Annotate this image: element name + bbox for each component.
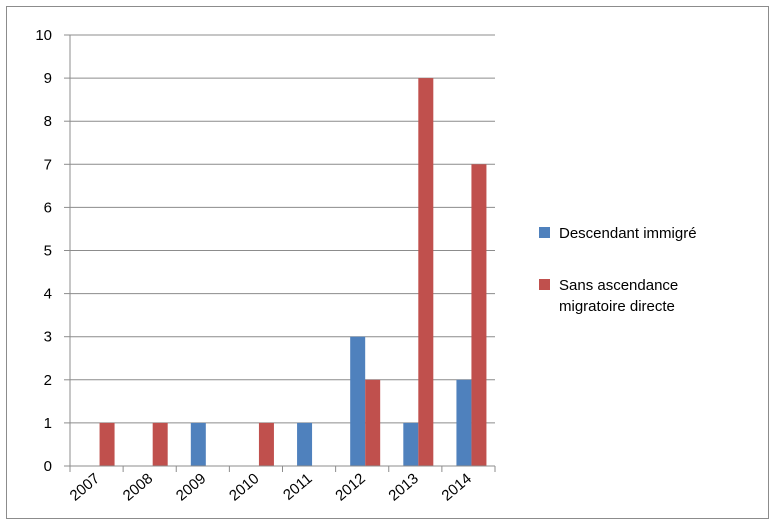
legend-label-sans-ascendance: Sans ascendance migratoire directe	[559, 277, 678, 315]
bar-sans-ascendance-2012	[365, 379, 381, 466]
x-tick-label-2008: 2008	[120, 470, 156, 504]
axes	[64, 34, 496, 472]
y-tick-label-4: 4	[44, 286, 52, 303]
x-tick-label-2010: 2010	[226, 470, 262, 504]
y-tick-label-8: 8	[44, 113, 52, 130]
y-axis-ticks: 0 1 2 3 4 5 6 7 8 9 10	[35, 27, 52, 475]
y-tick-label-3: 3	[44, 329, 52, 346]
y-tick-label-1: 1	[44, 415, 52, 432]
bar-sans-ascendance-2013	[418, 78, 434, 466]
legend: Descendant immigré Sans ascendance migrato…	[539, 225, 697, 315]
y-tick-label-9: 9	[44, 70, 52, 87]
legend-label-descendant-immigre: Descendant immigré	[559, 225, 697, 242]
bar-descendant-immigre-2013	[403, 422, 419, 466]
bar-sans-ascendance-2008	[152, 422, 168, 466]
x-tick-label-2009: 2009	[173, 470, 209, 504]
x-tick-label-2007: 2007	[67, 470, 103, 504]
x-axis-ticks: 2007 2008 2009 2010 2011 2012 2013 2014	[67, 470, 475, 504]
bar-descendant-immigre-2014	[456, 379, 472, 466]
y-tick-label-10: 10	[35, 27, 52, 44]
bars	[99, 78, 487, 467]
y-tick-label-2: 2	[44, 372, 52, 389]
bar-descendant-immigre-2012	[350, 336, 366, 466]
bar-sans-ascendance-2007	[99, 422, 115, 466]
y-tick-label-6: 6	[44, 199, 52, 216]
legend-swatch-descendant-immigre	[539, 227, 550, 238]
bar-sans-ascendance-2010	[258, 422, 274, 466]
legend-swatch-sans-ascendance	[539, 279, 550, 290]
y-tick-label-7: 7	[44, 156, 52, 173]
bar-sans-ascendance-2014	[471, 164, 487, 467]
x-tick-label-2014: 2014	[439, 470, 475, 504]
chart-frame	[6, 6, 769, 519]
x-tick-label-2011: 2011	[280, 470, 316, 504]
y-tick-label-5: 5	[44, 243, 52, 260]
x-tick-label-2012: 2012	[332, 470, 368, 504]
x-tick-label-2013: 2013	[385, 470, 421, 504]
bar-descendant-immigre-2009	[190, 422, 206, 466]
bar-descendant-immigre-2011	[297, 422, 313, 466]
y-tick-label-0: 0	[44, 458, 52, 475]
